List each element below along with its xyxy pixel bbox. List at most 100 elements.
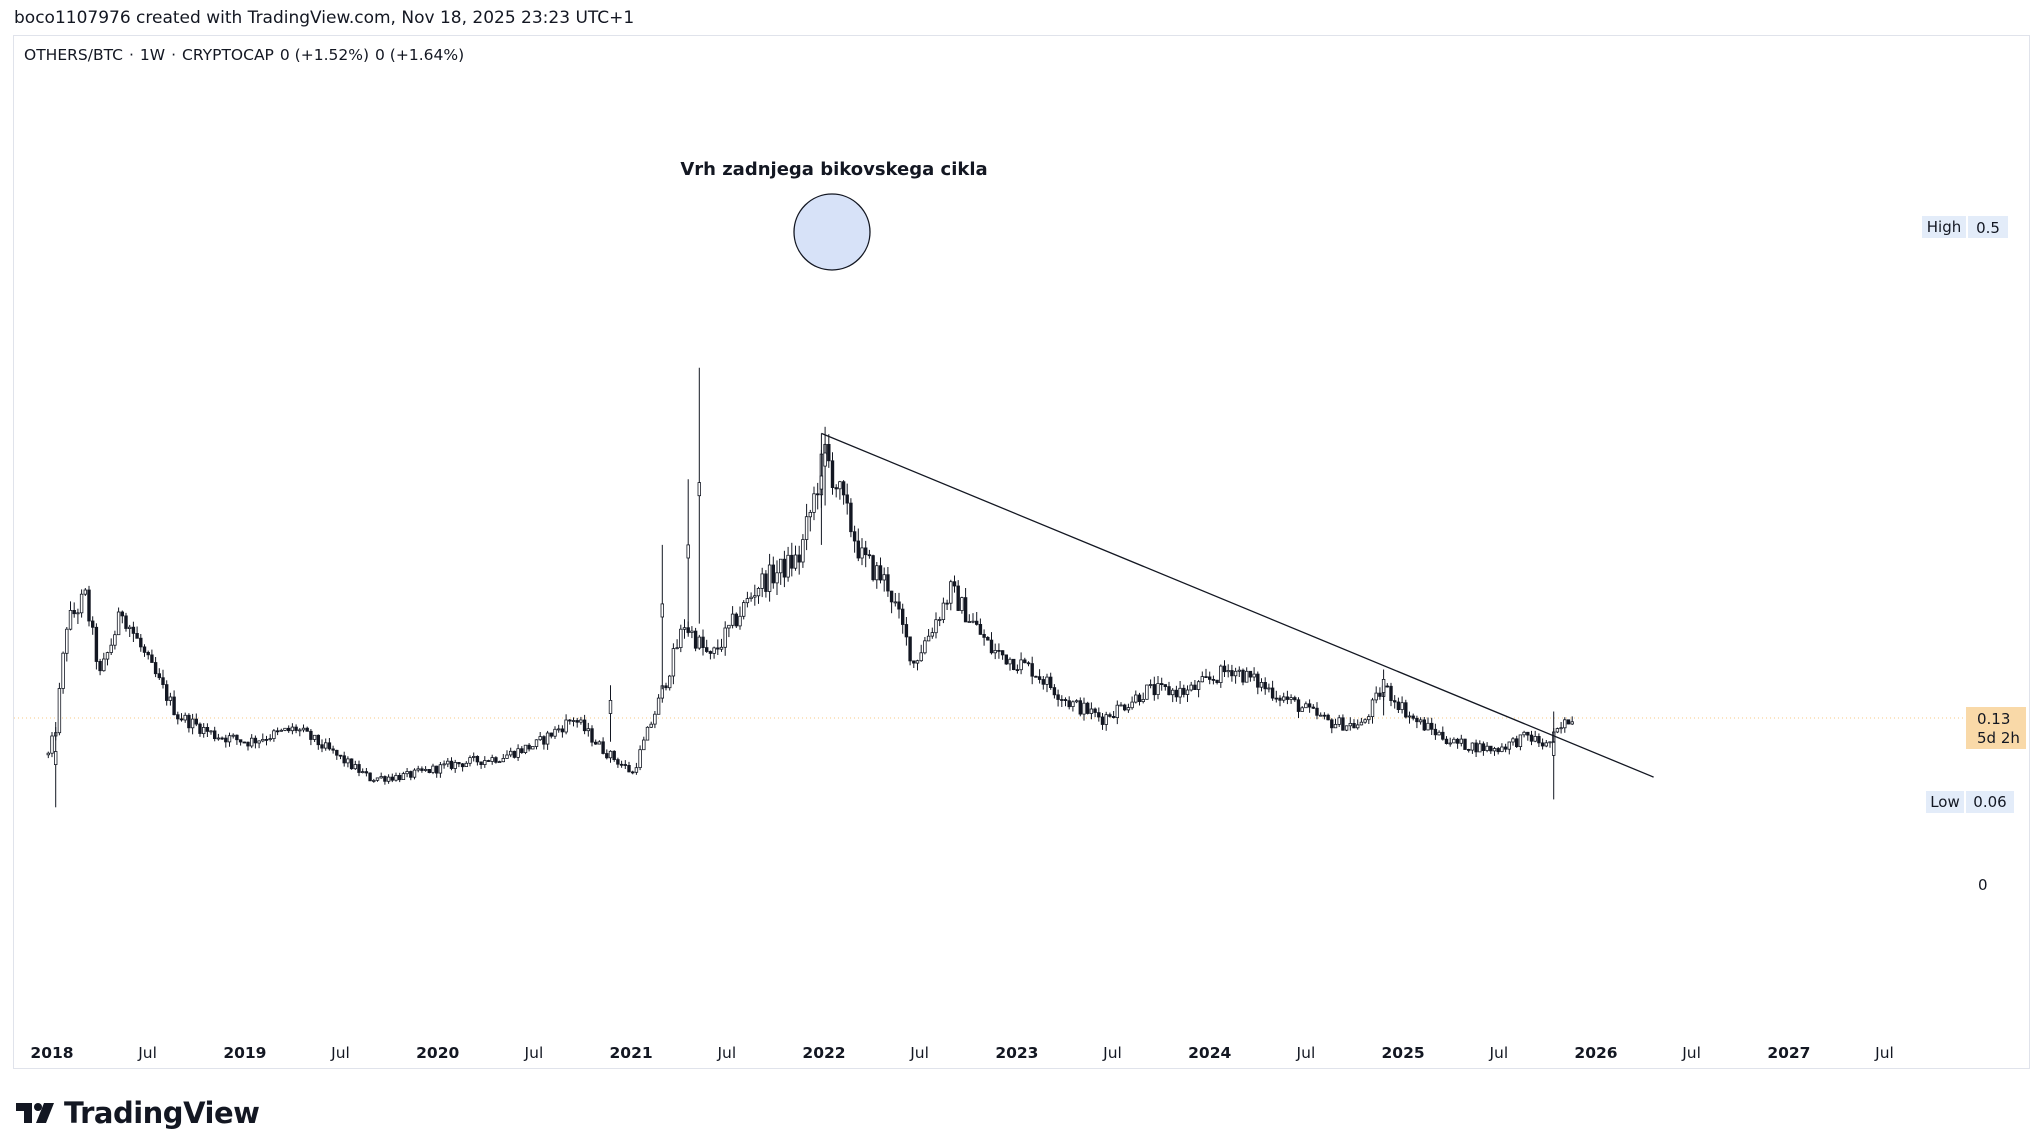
candle-body [1415, 717, 1419, 723]
x-tick-label: Jul [716, 1044, 736, 1062]
candle-body [490, 757, 494, 762]
candle-body [1389, 685, 1393, 701]
candle-body [516, 748, 520, 758]
candle-body [1259, 682, 1264, 688]
chart-frame[interactable] [13, 35, 2030, 1069]
candle-body [908, 636, 912, 662]
candle-body [1333, 724, 1338, 729]
candle-body [1071, 701, 1075, 707]
candle-body [660, 603, 664, 618]
candle-body [1293, 697, 1297, 701]
candle-body [1411, 715, 1415, 719]
candle-body [830, 460, 835, 488]
candle-body [1037, 676, 1042, 680]
candle-body [212, 730, 217, 740]
candle-body [1455, 738, 1460, 744]
candle-body [889, 590, 894, 603]
symbol-name[interactable]: OTHERS/BTC [24, 46, 123, 64]
candle-body [50, 735, 54, 754]
candle-body [57, 688, 62, 734]
candle-body [845, 494, 849, 504]
candle-body [1267, 687, 1271, 690]
candle-body [1208, 676, 1212, 680]
candle-body [601, 741, 605, 754]
candle-body [582, 719, 587, 732]
x-tick-label: 2020 [416, 1044, 459, 1062]
candle-body [409, 771, 413, 778]
candle-body [619, 763, 624, 766]
x-tick-label: Jul [137, 1044, 157, 1062]
candle-body [1418, 719, 1423, 723]
candle-body [1396, 701, 1401, 710]
candle-body [749, 596, 753, 600]
candle-body [1441, 731, 1445, 740]
candle-body [1503, 746, 1508, 750]
candle-body [878, 565, 883, 581]
candle-body [1089, 708, 1094, 714]
candle-body [627, 765, 631, 773]
candle-body [505, 754, 509, 759]
x-tick-label: 2026 [1574, 1044, 1617, 1062]
candle-body [1222, 665, 1227, 673]
candle-body [682, 627, 687, 630]
x-tick-label: Jul [524, 1044, 544, 1062]
candle-body [91, 620, 95, 628]
x-tick-label: 2021 [610, 1044, 653, 1062]
trendline[interactable] [821, 432, 1654, 778]
tradingview-logo[interactable]: TradingView [16, 1096, 260, 1130]
candle-body [1426, 722, 1430, 731]
candle-body [1226, 670, 1230, 673]
candle-body [560, 728, 565, 733]
candle-body [1241, 669, 1245, 683]
candle-body [679, 628, 683, 649]
candle-body [1478, 743, 1482, 753]
candle-body [120, 611, 124, 617]
candle-body [827, 443, 831, 462]
candle-body [1430, 722, 1434, 730]
candle-body [1359, 721, 1364, 726]
candle-body [431, 765, 435, 773]
candle-body [1052, 687, 1057, 696]
candle-body [1348, 723, 1352, 727]
candle-body [1352, 723, 1356, 729]
candle-body [545, 732, 550, 745]
candle-body [1163, 684, 1167, 687]
candle-body [1285, 696, 1290, 700]
candle-body [764, 573, 768, 592]
candle-body [952, 581, 957, 587]
candle-body [1470, 742, 1475, 751]
time-axis[interactable]: 2018 Jul 2019 Jul 2020 Jul 2021 Jul 2022 Jul 2023 J… [30, 1044, 1893, 1062]
high-label-badge [1922, 216, 1966, 238]
candle-body [1115, 704, 1119, 719]
interval-label[interactable]: 1W [139, 46, 166, 64]
candle-body [1296, 699, 1301, 712]
candle-body [1515, 738, 1519, 747]
candle-body [1407, 715, 1412, 718]
cycle-top-annotation[interactable]: Vrh zadnjega bikovskega cikla [680, 159, 987, 180]
candle-body [327, 742, 332, 750]
candle-body [701, 636, 705, 648]
x-tick-label: Jul [1874, 1044, 1894, 1062]
candle-body [656, 697, 661, 715]
candle-body [779, 558, 783, 574]
candle-body [1485, 745, 1489, 752]
candle-body [975, 620, 979, 625]
candle-body [745, 598, 750, 604]
candle-body [220, 737, 224, 740]
tradingview-logo-icon [16, 1103, 54, 1123]
candle-body [434, 765, 439, 774]
candle-body [372, 780, 376, 782]
candle-body [1056, 694, 1060, 700]
legend-separator: · [128, 46, 134, 64]
cycle-top-circle[interactable] [793, 193, 871, 271]
symbol-legend: OTHERS/BTC · 1W · CRYPTOCAP 0 (+1.52%) 0 (+1.6… [24, 46, 470, 64]
tradingview-brand: TradingView [64, 1096, 260, 1130]
candle-body [261, 739, 265, 742]
bar-countdown: 5d 2h [1977, 729, 2020, 747]
candle-body [142, 646, 147, 653]
candle-body [786, 554, 790, 578]
x-tick-label: 2027 [1767, 1044, 1810, 1062]
candle-body [79, 593, 84, 614]
candle-body [275, 730, 280, 733]
